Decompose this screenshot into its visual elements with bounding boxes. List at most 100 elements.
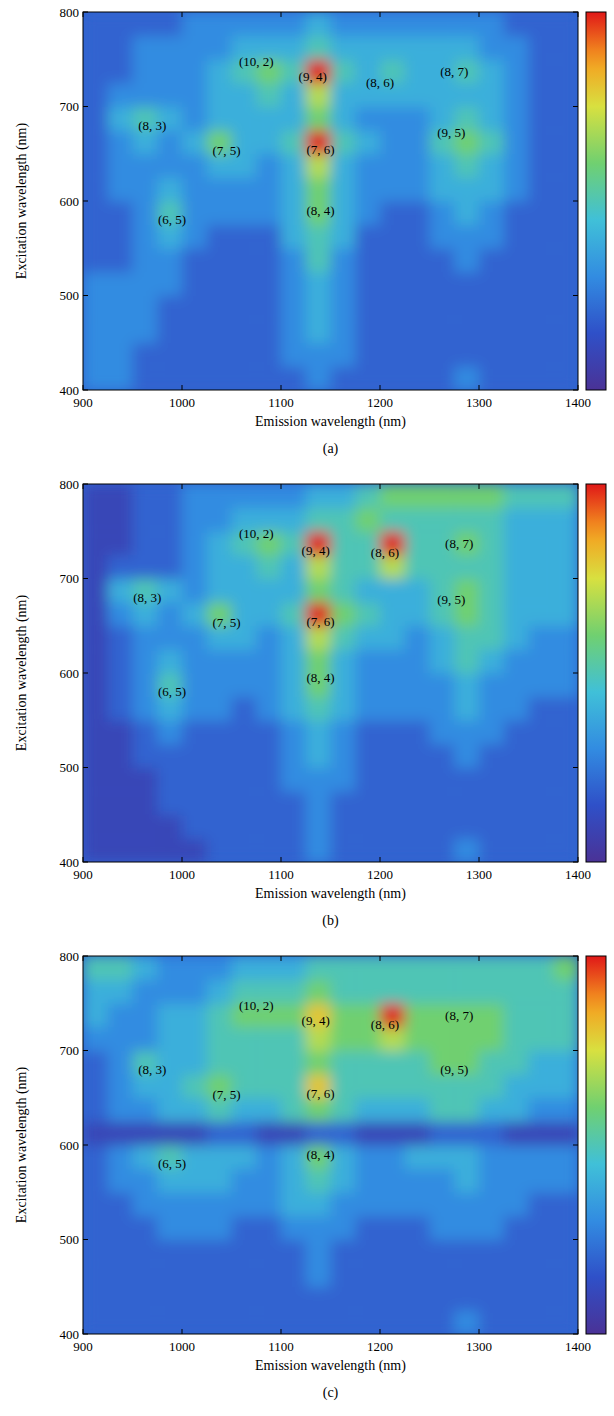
chirality-label: (7, 6) [307, 1086, 335, 1101]
heatmap-cell [182, 980, 207, 1004]
figure: 90010001100120013001400400500600700800Em… [0, 0, 614, 1416]
heatmap-cell [405, 366, 430, 390]
heatmap-cell [306, 107, 331, 131]
heatmap-cell [207, 956, 232, 980]
heatmap-cell [83, 531, 108, 555]
heatmap-cell [553, 154, 578, 178]
heatmap-cell [306, 177, 331, 201]
heatmap-cell [108, 83, 133, 107]
heatmap-cell [405, 720, 430, 744]
y-tick [83, 1145, 88, 1146]
heatmap-cell [157, 248, 182, 272]
heatmap-cell [479, 225, 504, 249]
heatmap-cell [207, 59, 232, 83]
heatmap-cell [331, 555, 356, 579]
heatmap-cell [281, 201, 306, 225]
heatmap-cell [355, 791, 380, 815]
heatmap-cell [182, 531, 207, 555]
heatmap-cell [207, 1240, 232, 1264]
heatmap-cell [281, 956, 306, 980]
heatmap-cell [331, 1310, 356, 1334]
y-tick-label: 700 [60, 99, 80, 114]
heatmap-cell [553, 673, 578, 697]
heatmap-cell [331, 697, 356, 721]
heatmap-cell [380, 296, 405, 320]
heatmap-cell [405, 201, 430, 225]
heatmap-cell [232, 1121, 257, 1145]
heatmap-cell [207, 225, 232, 249]
heatmap-cell [355, 1287, 380, 1311]
heatmap-cell [281, 272, 306, 296]
heatmap-cell [256, 838, 281, 862]
heatmap-cell [306, 838, 331, 862]
heatmap-cell [355, 201, 380, 225]
heatmap-cell [479, 1169, 504, 1193]
heatmap-cell [182, 366, 207, 390]
heatmap-cell [331, 1169, 356, 1193]
heatmap-cell [430, 555, 455, 579]
heatmap-cell [306, 296, 331, 320]
heatmap-cell [504, 296, 529, 320]
heatmap-cell [83, 1098, 108, 1122]
heatmap-cell [504, 248, 529, 272]
heatmap-cell [133, 366, 158, 390]
heatmap-cell [529, 579, 554, 603]
heatmap-cell [331, 838, 356, 862]
heatmap-cell [256, 1027, 281, 1051]
heatmap-cell [108, 768, 133, 792]
heatmap-cell [281, 815, 306, 839]
heatmap-cell [207, 1027, 232, 1051]
heatmap-cell [529, 555, 554, 579]
heatmap-cell [529, 697, 554, 721]
heatmap-cell [454, 12, 479, 36]
heatmap-cell [182, 1074, 207, 1098]
heatmap-cell [405, 1216, 430, 1240]
heatmap-cell [553, 107, 578, 131]
heatmap-cell [504, 107, 529, 131]
heatmap-cell [256, 1169, 281, 1193]
heatmap-cell [430, 296, 455, 320]
heatmap-cell [207, 319, 232, 343]
heatmap-cell [83, 1027, 108, 1051]
chirality-label: (10, 2) [239, 54, 274, 69]
heatmap-cell [256, 343, 281, 367]
heatmap-cell [553, 815, 578, 839]
heatmap-cell [281, 768, 306, 792]
heatmap-cell [504, 673, 529, 697]
heatmap-cell [182, 1051, 207, 1075]
heatmap-cell [306, 1098, 331, 1122]
heatmap-cell [133, 130, 158, 154]
heatmap-cell [479, 130, 504, 154]
heatmap-cell [454, 366, 479, 390]
heatmap-cell [306, 1263, 331, 1287]
heatmap-cell [479, 59, 504, 83]
heatmap-cell [504, 484, 529, 508]
heatmap-cell [182, 484, 207, 508]
y-tick [83, 578, 88, 579]
heatmap-cell [232, 768, 257, 792]
y-tick-label: 800 [60, 477, 80, 492]
heatmap-cell [529, 12, 554, 36]
chirality-label: (8, 3) [138, 1062, 166, 1077]
heatmap-cell [553, 59, 578, 83]
heatmap-cell [454, 720, 479, 744]
heatmap-cell [281, 1169, 306, 1193]
heatmap-cell [133, 272, 158, 296]
heatmap-cell [108, 1074, 133, 1098]
plot-background [83, 12, 578, 390]
heatmap-cell [529, 531, 554, 555]
heatmap-cell [232, 1287, 257, 1311]
heatmap-cell [83, 1121, 108, 1145]
heatmap-cell [380, 1310, 405, 1334]
heatmap-cell [380, 980, 405, 1004]
heatmap-cell [504, 130, 529, 154]
heatmap-cell [108, 815, 133, 839]
heatmap-cell [504, 555, 529, 579]
heatmap-cell [157, 1027, 182, 1051]
heatmap-cell [182, 1098, 207, 1122]
heatmap-cell [108, 248, 133, 272]
heatmap-cell [529, 59, 554, 83]
heatmap-cell [281, 1145, 306, 1169]
y-tick [573, 295, 578, 296]
heatmap-cell [182, 83, 207, 107]
